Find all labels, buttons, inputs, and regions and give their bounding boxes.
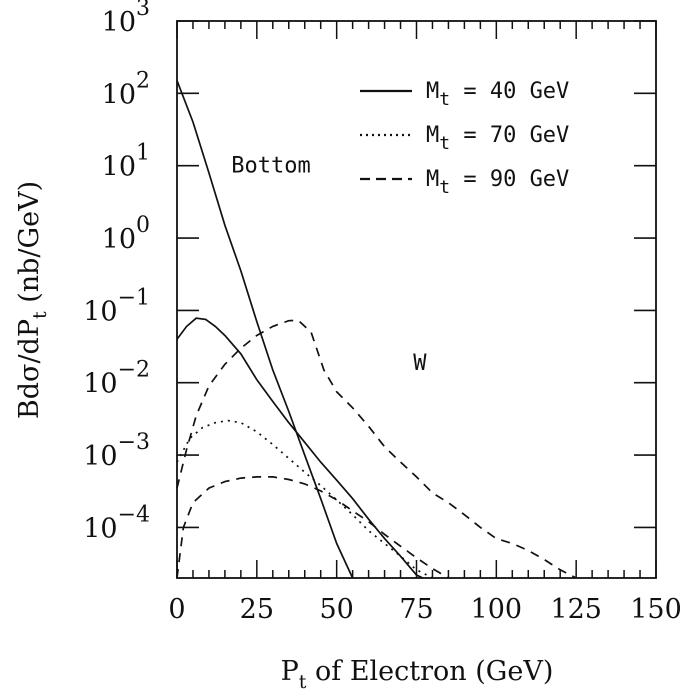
legend-label: Mt = 40 GeV: [426, 79, 569, 110]
series-line-1-solid: [176, 80, 354, 579]
annotation-w: W: [413, 351, 427, 376]
x-tick-labels: 0 25 50 75 100 125 150: [168, 594, 681, 625]
y-tick-label: 10−1: [83, 285, 150, 327]
y-tick-label: 102: [102, 68, 150, 110]
y-tick-label: 10−2: [83, 358, 150, 400]
x-tick-label: 125: [550, 594, 602, 625]
x-axis-title: Pt of Electron (GeV): [281, 656, 554, 693]
series-line-4-dashed: [176, 476, 449, 579]
legend-label: Mt = 90 GeV: [426, 167, 569, 198]
y-tick-label: 10−4: [83, 502, 150, 544]
series-group: [176, 80, 577, 579]
y-tick-label: 100: [102, 213, 150, 255]
series-line-2-solid: [176, 317, 424, 579]
y-tick-label: 103: [102, 0, 150, 38]
x-tick-label: 50: [319, 594, 353, 625]
y-tick-label: 10−3: [83, 430, 150, 472]
minor-ticks: [192, 21, 641, 578]
x-tick-label: 75: [399, 594, 433, 625]
x-tick-label: 100: [471, 594, 523, 625]
x-tick-label: 0: [168, 594, 185, 625]
legend-label: Mt = 70 GeV: [426, 123, 569, 154]
x-tick-label: 150: [630, 594, 682, 625]
series-line-5-dashed: [176, 319, 577, 579]
x-tick-label: 25: [240, 594, 274, 625]
y-tick-label: 101: [102, 141, 150, 183]
annotation-bottom: Bottom: [231, 154, 310, 179]
annotations: Bottom W: [231, 154, 427, 376]
plot-frame: [176, 20, 657, 579]
legend: Mt = 40 GeV Mt = 70 GeV Mt = 90 GeV: [360, 79, 569, 198]
series-line-3-dotted: [176, 419, 433, 579]
major-ticks: [176, 20, 657, 578]
y-tick-labels: 103 102 101 100 10−1 10−2 10−3 10−4: [83, 0, 150, 544]
y-axis-title: Bdσ/dPt (nb/GeV): [14, 181, 51, 419]
